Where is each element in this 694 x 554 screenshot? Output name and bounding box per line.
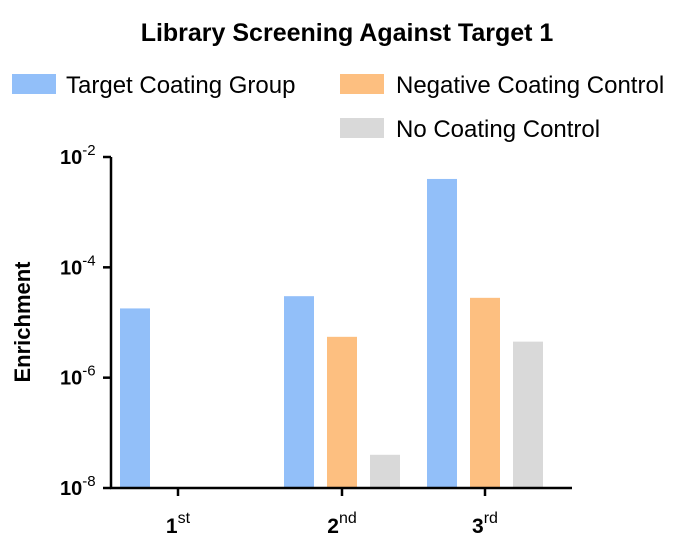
- x-tick-label-2: 2nd: [327, 510, 356, 538]
- x-tick-label-3: 3rd: [472, 510, 498, 538]
- bar-series-1-category-2: [284, 296, 314, 488]
- x-axis-ticks: 1st 2nd 3rd: [166, 488, 498, 538]
- legend: Target Coating Group Negative Coating Co…: [12, 72, 664, 143]
- bars: [120, 178, 543, 489]
- bar-series-1-category-1: [120, 308, 150, 488]
- legend-swatch-negative-coating-control: [340, 74, 384, 94]
- bar-series-1-category-3: [427, 178, 457, 489]
- y-tick-label-3: 10-6: [60, 363, 96, 390]
- legend-label-negative-coating-control: Negative Coating Control: [396, 72, 664, 99]
- y-tick-label-4: 10-8: [60, 473, 96, 500]
- bar-series-2-category-2: [327, 336, 357, 488]
- y-axis-ticks: 10-2 10-4 10-6 10-8: [60, 142, 111, 500]
- x-tick-label-1: 1st: [166, 510, 191, 538]
- chart-title: Library Screening Against Target 1: [141, 19, 554, 47]
- bar-series-3-category-3: [513, 341, 543, 488]
- bar-series-2-category-3: [470, 297, 500, 488]
- legend-swatch-target-coating-group: [12, 74, 56, 94]
- legend-label-target-coating-group: Target Coating Group: [66, 72, 295, 99]
- bar-series-3-category-2: [370, 454, 400, 488]
- y-axis-label: Enrichment: [10, 261, 35, 383]
- y-tick-label-1: 10-2: [60, 142, 96, 169]
- legend-label-no-coating-control: No Coating Control: [396, 116, 600, 143]
- legend-swatch-no-coating-control: [340, 118, 384, 138]
- y-tick-label-2: 10-4: [60, 252, 96, 279]
